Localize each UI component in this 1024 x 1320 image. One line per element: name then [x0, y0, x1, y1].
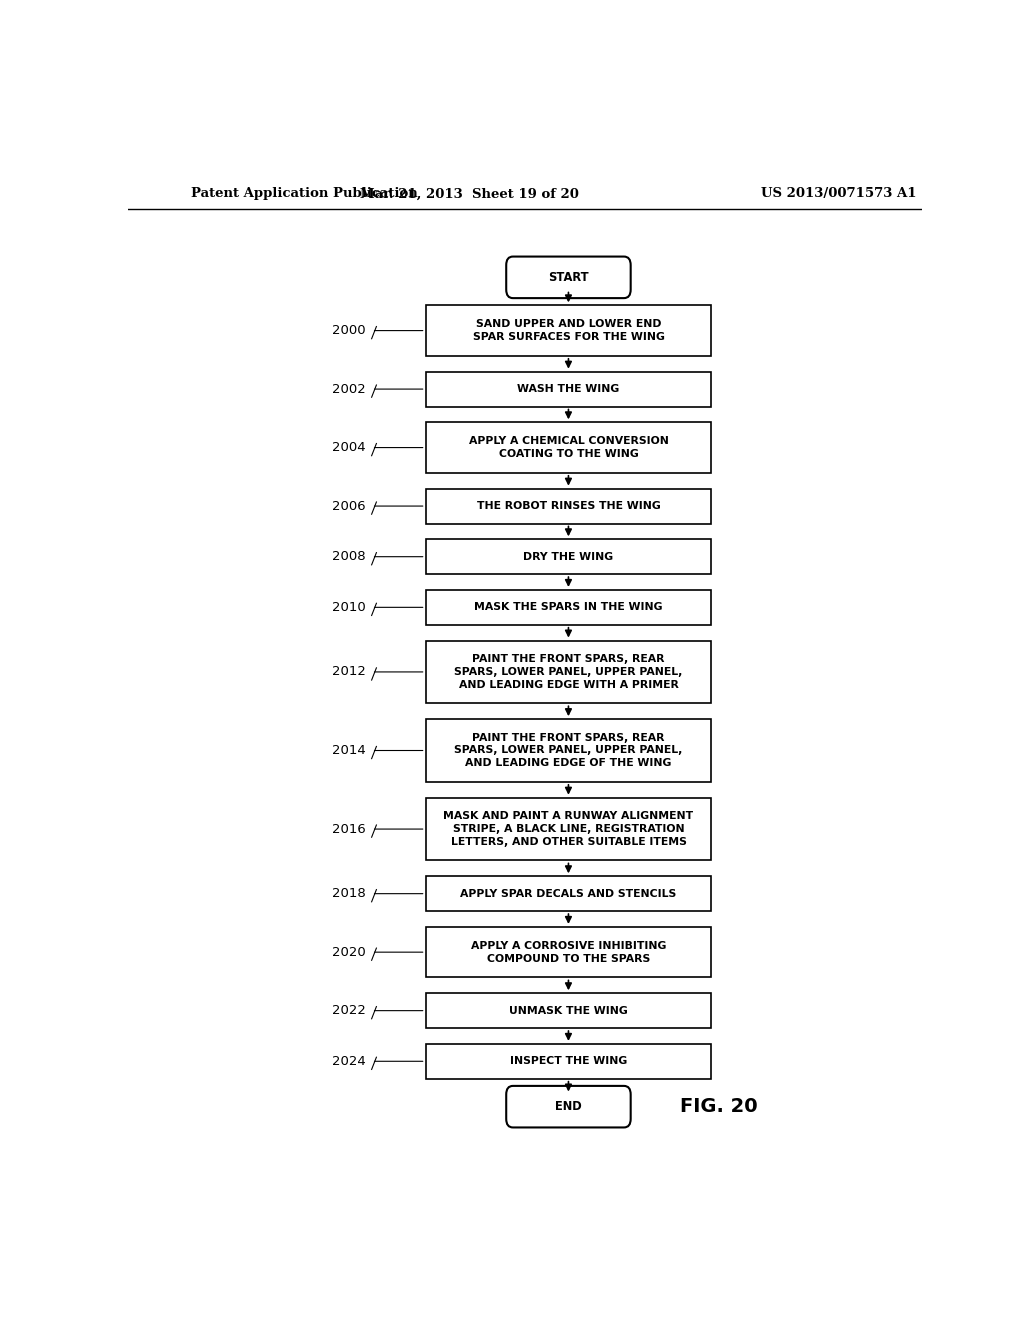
Text: INSPECT THE WING: INSPECT THE WING [510, 1056, 627, 1067]
Bar [426, 876, 712, 911]
Text: 2022: 2022 [332, 1005, 367, 1018]
FancyBboxPatch shape [506, 1086, 631, 1127]
Text: UNMASK THE WING: UNMASK THE WING [509, 1006, 628, 1015]
Bar [426, 927, 712, 978]
Text: START: START [548, 271, 589, 284]
Bar [426, 797, 712, 861]
Bar [426, 640, 712, 704]
Text: Mar. 21, 2013  Sheet 19 of 20: Mar. 21, 2013 Sheet 19 of 20 [359, 187, 579, 201]
Bar [426, 422, 712, 473]
Bar [426, 540, 712, 574]
Text: WASH THE WING: WASH THE WING [517, 384, 620, 395]
Text: 2014: 2014 [333, 744, 367, 756]
Text: 2000: 2000 [333, 325, 367, 337]
Text: END: END [555, 1100, 582, 1113]
Bar [426, 488, 712, 524]
Text: 2008: 2008 [333, 550, 367, 564]
Text: PAINT THE FRONT SPARS, REAR
SPARS, LOWER PANEL, UPPER PANEL,
AND LEADING EDGE WI: PAINT THE FRONT SPARS, REAR SPARS, LOWER… [455, 655, 683, 690]
Text: APPLY SPAR DECALS AND STENCILS: APPLY SPAR DECALS AND STENCILS [461, 888, 677, 899]
Text: THE ROBOT RINSES THE WING: THE ROBOT RINSES THE WING [476, 502, 660, 511]
Text: DRY THE WING: DRY THE WING [523, 552, 613, 562]
Bar [426, 1044, 712, 1078]
Text: SAND UPPER AND LOWER END
SPAR SURFACES FOR THE WING: SAND UPPER AND LOWER END SPAR SURFACES F… [472, 319, 665, 342]
Text: MASK AND PAINT A RUNWAY ALIGNMENT
STRIPE, A BLACK LINE, REGISTRATION
LETTERS, AN: MASK AND PAINT A RUNWAY ALIGNMENT STRIPE… [443, 812, 693, 847]
Text: PAINT THE FRONT SPARS, REAR
SPARS, LOWER PANEL, UPPER PANEL,
AND LEADING EDGE OF: PAINT THE FRONT SPARS, REAR SPARS, LOWER… [455, 733, 683, 768]
Text: MASK THE SPARS IN THE WING: MASK THE SPARS IN THE WING [474, 602, 663, 612]
Bar [426, 305, 712, 356]
Bar [426, 372, 712, 407]
Text: 2006: 2006 [333, 499, 367, 512]
Text: 2024: 2024 [333, 1055, 367, 1068]
Text: 2010: 2010 [333, 601, 367, 614]
FancyBboxPatch shape [506, 256, 631, 298]
Text: APPLY A CHEMICAL CONVERSION
COATING TO THE WING: APPLY A CHEMICAL CONVERSION COATING TO T… [469, 436, 669, 459]
Bar [426, 719, 712, 781]
Text: 2016: 2016 [333, 822, 367, 836]
Text: 2018: 2018 [333, 887, 367, 900]
Text: 2012: 2012 [332, 665, 367, 678]
Text: US 2013/0071573 A1: US 2013/0071573 A1 [761, 187, 916, 201]
Text: Patent Application Publication: Patent Application Publication [191, 187, 418, 201]
Bar [426, 590, 712, 624]
Text: 2020: 2020 [333, 945, 367, 958]
Text: 2004: 2004 [333, 441, 367, 454]
Bar [426, 993, 712, 1028]
Text: APPLY A CORROSIVE INHIBITING
COMPOUND TO THE SPARS: APPLY A CORROSIVE INHIBITING COMPOUND TO… [471, 941, 667, 964]
Text: 2002: 2002 [333, 383, 367, 396]
Text: FIG. 20: FIG. 20 [680, 1097, 757, 1117]
